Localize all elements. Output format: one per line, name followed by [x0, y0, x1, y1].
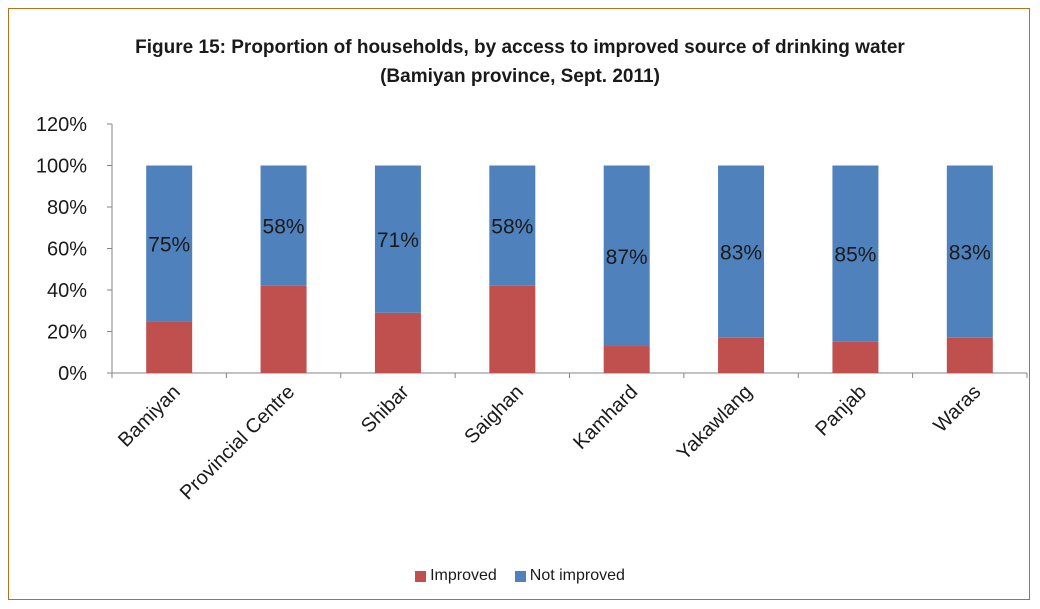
data-label: 75% [148, 233, 190, 256]
bar-improved [832, 341, 879, 373]
data-label: 83% [949, 242, 991, 265]
bar-improved [718, 337, 765, 373]
x-category-label: Yakawlang [673, 381, 757, 465]
x-category-label: Provincial Centre [176, 381, 299, 504]
bar-improved [603, 346, 650, 373]
data-label: 83% [720, 242, 762, 265]
legend-item: Improved [415, 567, 497, 585]
bar-not-improved [146, 165, 193, 322]
bar-not-improved [946, 165, 993, 338]
y-tick-label: 80% [47, 197, 87, 219]
data-label: 87% [606, 246, 648, 269]
legend-swatch [415, 570, 427, 582]
y-tick-label: 120% [36, 114, 87, 136]
y-tick-label: 100% [36, 156, 87, 178]
chart-title: Figure 15: Proportion of households, by … [135, 37, 905, 87]
data-label: 71% [377, 229, 419, 252]
bar-not-improved [489, 165, 536, 286]
bar-improved [260, 285, 307, 373]
bar-improved [946, 337, 993, 373]
legend-label: Not improved [529, 567, 625, 584]
bar-not-improved [374, 165, 421, 313]
x-category-label: Shibar [357, 381, 414, 438]
x-category-label: Saighan [460, 381, 527, 448]
data-label: 58% [491, 216, 533, 239]
bar-improved [489, 285, 536, 373]
bar-improved [374, 312, 421, 373]
y-tick-label: 40% [47, 280, 87, 302]
data-label: 85% [834, 244, 876, 267]
bar-improved [146, 321, 193, 373]
y-tick-label: 20% [47, 322, 87, 344]
legend-label: Improved [430, 567, 497, 584]
bar-not-improved [260, 165, 307, 286]
bar-not-improved [832, 165, 879, 342]
x-category-label: Panjab [811, 381, 871, 441]
y-tick-label: 0% [58, 363, 87, 385]
legend-item: Not improved [514, 567, 625, 585]
x-category-label: Kamhard [569, 381, 642, 454]
bar-not-improved [603, 165, 650, 347]
data-label: 58% [263, 216, 305, 239]
x-category-label: Bamiyan [114, 381, 185, 452]
bar-not-improved [718, 165, 765, 338]
x-category-label: Waras [929, 381, 985, 437]
y-tick-label: 60% [47, 239, 87, 261]
legend-swatch [514, 570, 526, 582]
chart-legend: Improved Not improved [0, 567, 1040, 587]
